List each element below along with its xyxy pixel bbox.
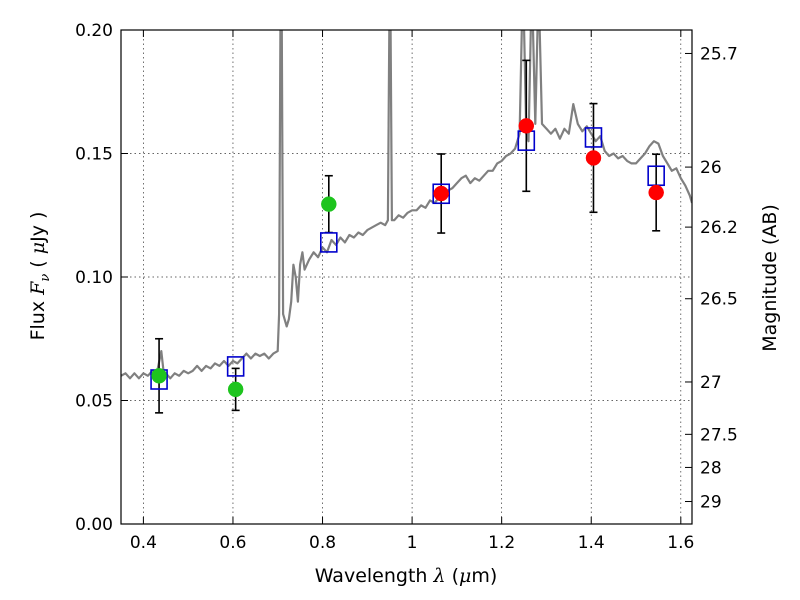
nu-subscript: ν xyxy=(38,274,53,282)
y-tick-label: 0.00 xyxy=(75,515,113,535)
x-axis-title-paren: ( xyxy=(446,565,459,587)
mu-symbol: μ xyxy=(459,565,471,587)
optical-data-point xyxy=(151,368,167,384)
lambda-symbol: λ xyxy=(432,565,445,587)
y-tick-label: 0.05 xyxy=(75,392,113,412)
x-axis-title-text: Wavelength xyxy=(315,565,434,587)
nir-data-point xyxy=(585,150,602,166)
y-axis-unit: Jy ) xyxy=(27,212,49,243)
y-tick-label: 0.10 xyxy=(75,268,113,288)
magnitude-tick-label: 25.7 xyxy=(700,44,738,64)
y-axis-ticks: 0.00 0.05 0.10 0.15 0.20 xyxy=(75,21,128,535)
nir-data-point xyxy=(648,184,664,201)
magnitude-tick-label: 29 xyxy=(700,493,722,513)
y-tick-label: 0.15 xyxy=(75,145,113,165)
x-tick-label: 1.6 xyxy=(667,533,694,553)
magnitude-tick-label: 28 xyxy=(700,458,722,478)
x-tick-label: 0.4 xyxy=(130,533,157,553)
nir-data-point xyxy=(433,185,449,202)
y-mu-symbol: μ xyxy=(27,242,49,254)
marker-layer xyxy=(150,118,665,398)
magnitude-tick-label: 26.2 xyxy=(700,218,738,238)
y-axis-title-paren: ( xyxy=(27,254,49,274)
magnitude-tick-label: 26.5 xyxy=(700,290,738,310)
model-band-square xyxy=(584,127,603,148)
optical-data-point xyxy=(321,196,337,212)
x-tick-label: 1.4 xyxy=(578,533,605,553)
magnitude-tick-label: 27 xyxy=(700,373,722,393)
model-band-square xyxy=(432,183,451,205)
x-axis-ticks: 0.4 0.6 0.8 1 1.2 1.4 1.6 xyxy=(130,30,694,553)
magnitude-tick-label: 26 xyxy=(700,158,722,178)
y-tick-label: 0.20 xyxy=(75,21,113,41)
plot-area xyxy=(121,30,692,414)
model-band-square xyxy=(319,232,338,253)
spectrum-line xyxy=(121,30,692,380)
magnitude-axis-ticks: 25.7 26 26.2 26.5 27 27.5 28 29 xyxy=(685,44,738,513)
grid-layer xyxy=(121,30,692,524)
spectrum-layer xyxy=(121,30,692,380)
y-axis-title-text: Flux xyxy=(27,295,49,341)
x-tick-label: 1.2 xyxy=(488,533,515,553)
model-band-square xyxy=(226,356,245,377)
x-axis-unit: m) xyxy=(471,565,497,587)
x-tick-label: 1 xyxy=(407,533,418,553)
x-tick-label: 0.6 xyxy=(219,533,246,553)
nir-data-point xyxy=(518,118,535,134)
magnitude-axis-title: Magnitude (AB) xyxy=(759,204,781,352)
y-axis-title: Flux Fν ( μJy ) xyxy=(27,212,53,341)
flux-symbol: F xyxy=(27,281,49,296)
magnitude-tick-label: 27.5 xyxy=(700,425,738,445)
x-tick-label: 0.8 xyxy=(309,533,336,553)
x-axis-title: Wavelength λ (μm) xyxy=(315,565,498,587)
optical-data-point xyxy=(227,381,244,398)
